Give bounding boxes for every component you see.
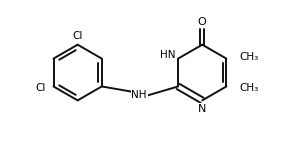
Text: CH₃: CH₃ <box>239 52 259 62</box>
Text: N: N <box>198 104 206 114</box>
Text: O: O <box>198 17 207 27</box>
Text: Cl: Cl <box>35 83 45 93</box>
Text: Cl: Cl <box>73 32 83 41</box>
Text: CH₃: CH₃ <box>239 83 259 93</box>
Text: HN: HN <box>160 50 175 60</box>
Text: NH: NH <box>131 90 147 100</box>
